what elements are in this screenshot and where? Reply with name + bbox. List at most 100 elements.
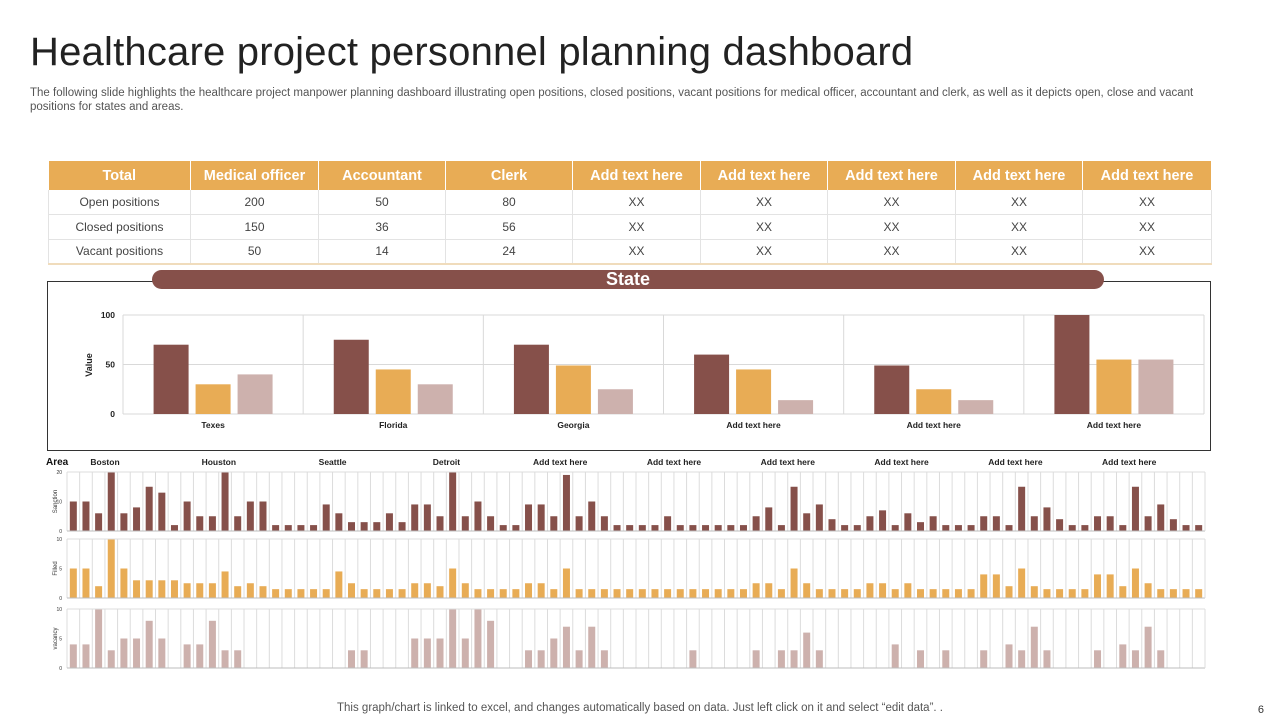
- table-cell: XX: [1082, 190, 1212, 215]
- bar: [752, 583, 760, 598]
- table-cell: XX: [1082, 239, 1212, 265]
- bar: [133, 507, 141, 531]
- bar: [1096, 359, 1132, 414]
- bar: [107, 539, 115, 598]
- bar: [1169, 519, 1177, 531]
- bar: [714, 589, 722, 598]
- table-cell: Closed positions: [48, 214, 191, 240]
- bar: [335, 571, 343, 598]
- bar: [588, 589, 596, 598]
- bar: [234, 650, 242, 668]
- bar: [1081, 589, 1089, 598]
- bar: [1144, 516, 1152, 531]
- bar: [512, 589, 520, 598]
- page-title: Healthcare project personnel planning da…: [30, 30, 914, 74]
- bar: [1043, 589, 1051, 598]
- bar: [550, 638, 558, 668]
- x-tick-label: Add text here: [726, 420, 781, 430]
- bar: [525, 650, 533, 668]
- bar: [449, 472, 457, 531]
- bar: [1144, 626, 1152, 668]
- bar: [727, 525, 735, 531]
- bar: [423, 583, 431, 598]
- bar: [778, 400, 814, 414]
- bar: [322, 589, 330, 598]
- bar: [874, 365, 910, 414]
- bar: [487, 589, 495, 598]
- bar: [765, 583, 773, 598]
- table-row: Closed positions 150 36 56 XX XX XX XX X…: [48, 214, 1212, 240]
- bar: [487, 516, 495, 531]
- bar: [765, 507, 773, 531]
- bar: [333, 339, 369, 414]
- bar: [1005, 644, 1013, 668]
- bar: [702, 525, 710, 531]
- bar: [575, 516, 583, 531]
- bar: [803, 632, 811, 668]
- bar: [1043, 507, 1051, 531]
- table-cell: XX: [827, 239, 956, 265]
- table-cell: XX: [700, 214, 828, 240]
- bar: [689, 589, 697, 598]
- bar: [980, 516, 988, 531]
- area-category-label: Seattle: [319, 457, 347, 467]
- bar: [1068, 589, 1076, 598]
- bar: [348, 650, 355, 668]
- bar: [297, 589, 305, 598]
- bar: [234, 586, 242, 598]
- bar: [917, 650, 924, 668]
- bar: [284, 589, 292, 598]
- bar: [411, 638, 419, 668]
- bar: [322, 504, 330, 531]
- bar: [1068, 525, 1076, 531]
- bar: [1119, 586, 1127, 598]
- table-header: Add text here: [827, 161, 956, 190]
- bar: [575, 589, 583, 598]
- bar: [815, 589, 823, 598]
- bar: [1182, 525, 1190, 531]
- bar: [1018, 486, 1026, 531]
- bar: [1030, 586, 1038, 598]
- y-tick-label: 50: [106, 360, 116, 370]
- bar: [992, 574, 1000, 598]
- bar: [120, 638, 128, 668]
- bar: [879, 510, 887, 531]
- table-cell: 200: [190, 190, 319, 215]
- bar: [555, 365, 591, 414]
- area-category-label: Add text here: [988, 457, 1043, 467]
- bar: [891, 644, 899, 668]
- bar: [449, 568, 457, 598]
- bar: [815, 650, 823, 668]
- bar: [879, 583, 887, 598]
- area-category-label: Add text here: [647, 457, 702, 467]
- bar: [133, 580, 141, 598]
- bar: [461, 583, 469, 598]
- bar: [736, 369, 772, 414]
- bar: [348, 522, 355, 531]
- bar: [411, 504, 419, 531]
- area-y-tick: 20: [56, 470, 62, 476]
- y-tick-label: 100: [101, 310, 115, 320]
- bar: [246, 501, 254, 531]
- x-tick-label: Texes: [201, 420, 225, 430]
- bar: [385, 513, 393, 531]
- bar: [360, 522, 368, 531]
- bar: [1131, 486, 1139, 531]
- bar: [1131, 568, 1139, 598]
- bar: [904, 583, 912, 598]
- bar: [1119, 525, 1127, 531]
- x-tick-label: Add text here: [1087, 420, 1142, 430]
- bar: [69, 644, 77, 668]
- bar: [208, 620, 216, 668]
- bar: [411, 583, 419, 598]
- bar: [967, 525, 975, 531]
- area-chart-title: Area: [46, 457, 69, 468]
- bar: [638, 525, 646, 531]
- bar: [537, 650, 545, 668]
- table-cell: Open positions: [48, 190, 191, 215]
- bar: [82, 501, 90, 531]
- bar: [588, 626, 596, 668]
- bar: [196, 583, 204, 598]
- bar: [1054, 315, 1090, 414]
